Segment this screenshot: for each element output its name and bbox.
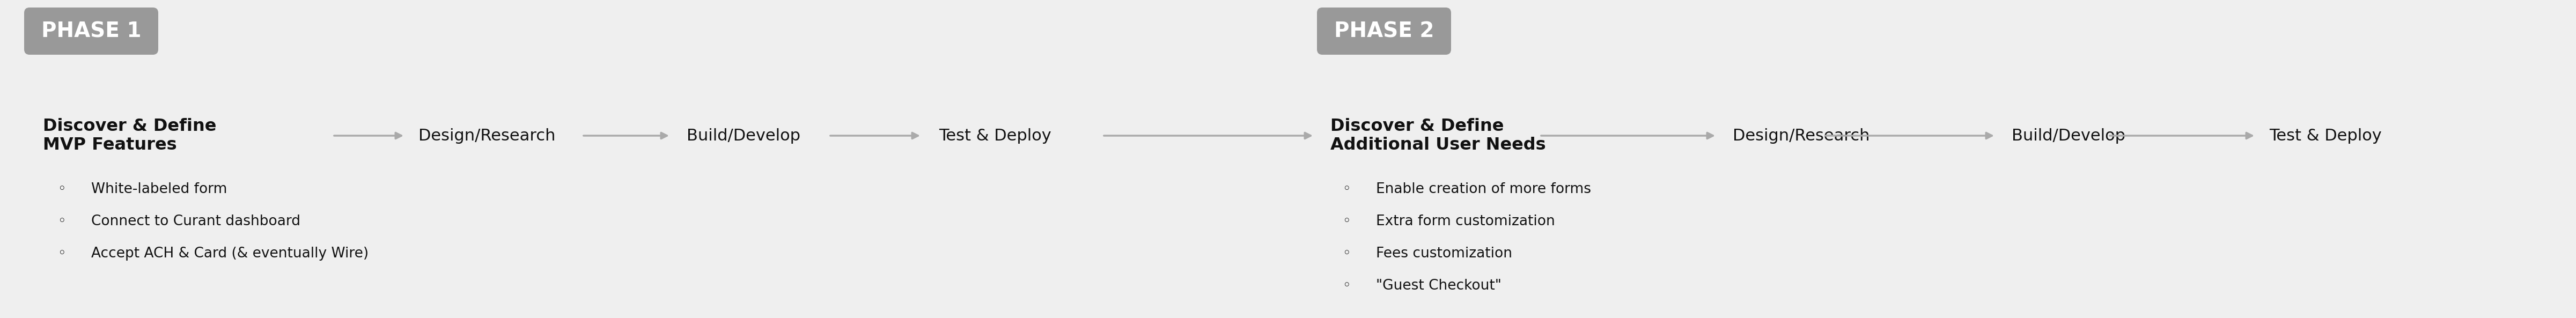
Text: Build/Develop: Build/Develop — [688, 128, 801, 143]
Text: ◦: ◦ — [1342, 247, 1350, 261]
Text: ◦: ◦ — [1342, 279, 1350, 293]
Text: PHASE 2: PHASE 2 — [1334, 21, 1435, 41]
FancyBboxPatch shape — [23, 8, 157, 55]
Text: ◦: ◦ — [57, 215, 67, 228]
Text: ◦: ◦ — [57, 182, 67, 196]
Text: PHASE 1: PHASE 1 — [41, 21, 142, 41]
Text: Connect to Curant dashboard: Connect to Curant dashboard — [90, 215, 301, 228]
Text: Accept ACH & Card (& eventually Wire): Accept ACH & Card (& eventually Wire) — [90, 247, 368, 261]
Text: ◦: ◦ — [57, 247, 67, 261]
FancyBboxPatch shape — [1316, 8, 1450, 55]
Text: Enable creation of more forms: Enable creation of more forms — [1376, 182, 1592, 196]
Text: Design/Research: Design/Research — [1734, 128, 1870, 143]
Text: Extra form customization: Extra form customization — [1376, 215, 1556, 228]
Text: Discover & Define
Additional User Needs: Discover & Define Additional User Needs — [1329, 118, 1546, 154]
Text: "Guest Checkout": "Guest Checkout" — [1376, 279, 1502, 293]
Text: Design/Research: Design/Research — [417, 128, 556, 143]
Text: White-labeled form: White-labeled form — [90, 182, 227, 196]
Text: Test & Deploy: Test & Deploy — [2269, 128, 2383, 143]
Text: ◦: ◦ — [1342, 215, 1350, 228]
Text: Test & Deploy: Test & Deploy — [938, 128, 1051, 143]
Text: ◦: ◦ — [1342, 182, 1350, 196]
Text: Build/Develop: Build/Develop — [2012, 128, 2125, 143]
Text: Fees customization: Fees customization — [1376, 247, 1512, 261]
Text: Discover & Define
MVP Features: Discover & Define MVP Features — [44, 118, 216, 154]
